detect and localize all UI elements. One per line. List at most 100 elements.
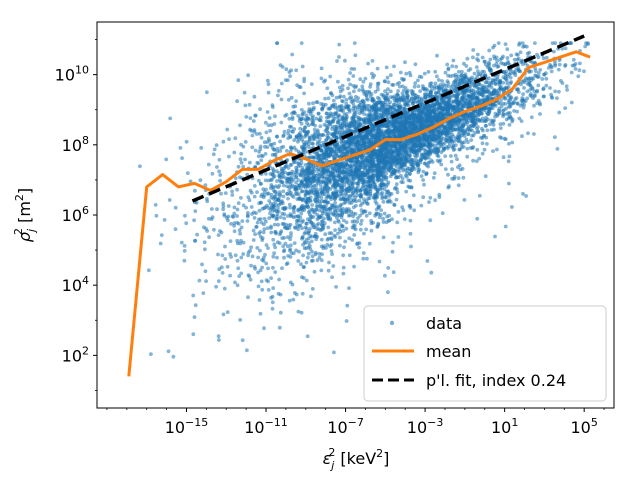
data-point bbox=[493, 114, 497, 119]
data-point bbox=[276, 93, 280, 98]
data-point bbox=[280, 65, 285, 69]
data-point bbox=[216, 252, 220, 257]
data-point bbox=[337, 227, 342, 232]
data-point bbox=[443, 154, 448, 159]
data-point bbox=[498, 122, 503, 127]
data-point bbox=[199, 146, 204, 150]
data-point bbox=[410, 100, 415, 104]
data-point bbox=[335, 231, 340, 236]
data-point bbox=[323, 232, 328, 237]
data-point bbox=[456, 74, 461, 79]
data-point bbox=[258, 248, 262, 253]
data-point bbox=[201, 291, 206, 295]
data-point bbox=[286, 196, 290, 201]
data-point bbox=[294, 99, 298, 104]
data-point bbox=[495, 58, 500, 63]
data-point bbox=[263, 178, 268, 183]
data-point bbox=[425, 259, 430, 263]
data-point bbox=[319, 168, 323, 172]
data-point bbox=[428, 218, 433, 223]
data-point bbox=[394, 197, 399, 202]
data-point bbox=[358, 102, 362, 107]
data-point bbox=[269, 123, 274, 128]
data-point bbox=[573, 67, 578, 71]
data-point bbox=[386, 199, 391, 204]
data-point bbox=[532, 89, 537, 94]
data-point bbox=[162, 218, 167, 222]
data-point bbox=[311, 114, 315, 118]
data-point bbox=[372, 185, 376, 190]
data-point bbox=[225, 310, 230, 314]
data-point bbox=[542, 72, 546, 77]
data-point bbox=[370, 96, 375, 101]
data-point bbox=[342, 201, 347, 206]
data-point bbox=[310, 118, 314, 122]
data-point bbox=[214, 284, 219, 289]
data-point bbox=[357, 88, 362, 92]
data-point bbox=[369, 228, 374, 233]
data-point bbox=[239, 151, 244, 156]
data-point bbox=[331, 98, 336, 103]
data-point bbox=[315, 190, 320, 194]
data-point bbox=[306, 230, 311, 235]
data-point bbox=[390, 171, 395, 176]
data-point bbox=[158, 241, 163, 246]
data-point bbox=[346, 104, 350, 109]
data-point bbox=[433, 198, 437, 203]
data-point bbox=[252, 216, 257, 220]
data-point bbox=[302, 240, 307, 245]
data-point bbox=[272, 251, 276, 256]
data-point bbox=[273, 270, 278, 274]
data-point bbox=[262, 326, 266, 331]
data-point bbox=[408, 231, 413, 236]
data-point bbox=[319, 76, 324, 81]
data-point bbox=[338, 122, 343, 126]
data-point bbox=[235, 187, 240, 192]
data-point bbox=[557, 110, 562, 115]
data-point bbox=[230, 193, 235, 197]
data-point bbox=[159, 233, 164, 238]
data-point bbox=[343, 239, 348, 244]
data-point bbox=[323, 96, 327, 101]
data-point bbox=[248, 248, 253, 253]
data-point bbox=[241, 203, 246, 208]
data-point bbox=[225, 127, 230, 132]
data-point bbox=[311, 101, 315, 106]
data-point bbox=[221, 204, 226, 209]
data-point bbox=[252, 194, 257, 199]
data-point bbox=[266, 82, 271, 87]
data-point bbox=[440, 211, 445, 216]
data-point bbox=[480, 93, 485, 98]
data-point bbox=[466, 132, 470, 137]
data-point bbox=[288, 237, 293, 242]
data-point bbox=[504, 117, 509, 122]
data-point bbox=[383, 273, 387, 278]
data-point bbox=[370, 59, 375, 63]
data-point bbox=[499, 136, 504, 140]
data-point bbox=[347, 286, 351, 290]
data-point bbox=[326, 225, 331, 230]
data-point bbox=[412, 208, 417, 213]
data-point bbox=[333, 228, 337, 233]
data-point bbox=[273, 114, 277, 119]
data-point bbox=[499, 61, 503, 65]
data-point bbox=[320, 174, 325, 179]
data-point bbox=[246, 195, 251, 200]
data-point bbox=[449, 159, 454, 164]
data-point bbox=[522, 86, 526, 90]
data-point bbox=[340, 224, 345, 229]
data-point bbox=[341, 253, 346, 258]
data-point bbox=[358, 189, 363, 193]
data-point bbox=[299, 310, 304, 315]
data-point bbox=[402, 217, 407, 222]
data-point bbox=[214, 143, 219, 148]
data-point bbox=[408, 73, 413, 78]
data-point bbox=[384, 190, 389, 194]
data-point bbox=[337, 113, 342, 118]
data-point bbox=[385, 214, 389, 219]
data-point bbox=[471, 55, 475, 60]
data-point bbox=[292, 145, 297, 150]
data-point bbox=[245, 172, 250, 177]
data-point bbox=[255, 220, 260, 225]
data-point bbox=[235, 258, 240, 263]
